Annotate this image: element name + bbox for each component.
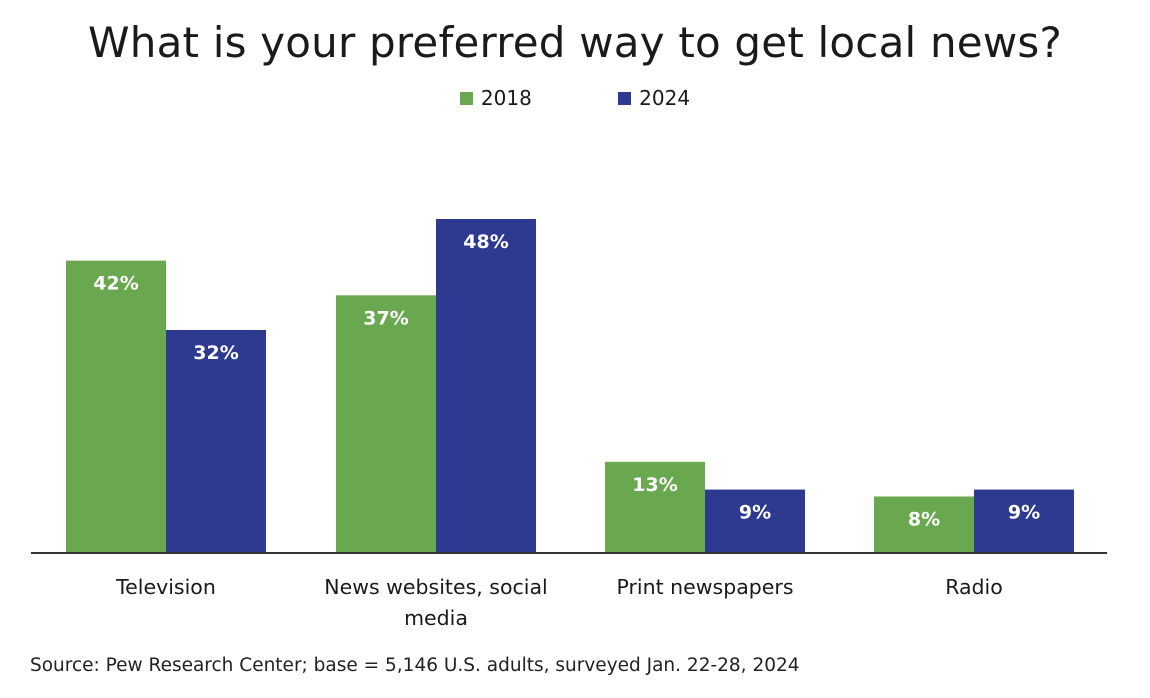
data-label-2018-2: 13% bbox=[632, 474, 677, 496]
category-label-line: Print newspapers bbox=[616, 575, 793, 599]
bar-2018-2 bbox=[605, 461, 705, 552]
legend-swatch-2018 bbox=[459, 92, 473, 105]
category-label-line: Television bbox=[115, 575, 216, 599]
bar-2024-0 bbox=[166, 330, 266, 552]
legend-label-2024: 2024 bbox=[639, 86, 691, 110]
data-label-2024-3: 9% bbox=[1008, 502, 1040, 524]
legend-label-2018: 2018 bbox=[480, 86, 532, 110]
category-label-1: News websites, social media bbox=[324, 575, 548, 630]
data-label-2018-0: 42% bbox=[93, 273, 138, 295]
data-label-2018-3: 8% bbox=[908, 509, 940, 531]
chart-title: What is your preferred way to get local … bbox=[88, 18, 1062, 67]
category-label-line: media bbox=[404, 606, 468, 630]
data-label-2024-2: 9% bbox=[739, 502, 771, 524]
category-label-2: Print newspapers bbox=[616, 575, 793, 599]
legend-swatch-2024 bbox=[618, 92, 632, 105]
bar-2024-1 bbox=[436, 219, 536, 552]
category-label-line: News websites, social bbox=[324, 575, 548, 599]
data-label-2024-0: 32% bbox=[193, 342, 238, 364]
legend-entry-2024: 2024 bbox=[618, 86, 690, 110]
category-label-3: Radio bbox=[945, 575, 1003, 599]
data-label-2018-1: 37% bbox=[363, 307, 408, 329]
category-label-0: Television bbox=[115, 575, 216, 599]
source-note: Source: Pew Research Center; base = 5,14… bbox=[30, 655, 800, 676]
legend-entry-2018: 2018 bbox=[459, 86, 532, 110]
data-label-2024-1: 48% bbox=[463, 231, 508, 253]
bar-2018-3 bbox=[874, 496, 974, 552]
bar-2018-1 bbox=[336, 295, 436, 552]
legend: 2018 2024 bbox=[0, 86, 1150, 110]
bar-2024-3 bbox=[974, 489, 1074, 552]
bar-2018-0 bbox=[66, 260, 166, 552]
category-label-line: Radio bbox=[945, 575, 1003, 599]
bar-2024-2 bbox=[705, 489, 805, 552]
